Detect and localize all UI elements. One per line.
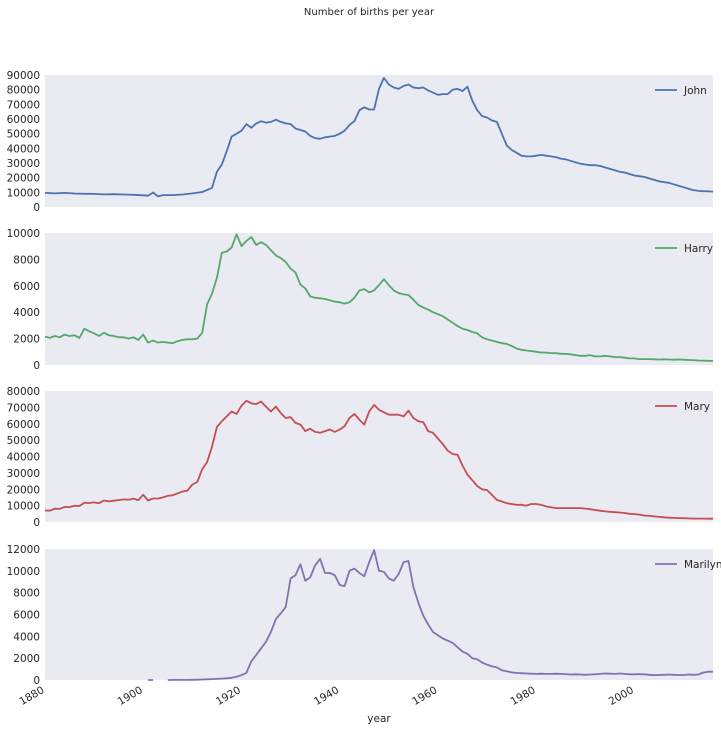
y-tick-label: 20000: [7, 173, 40, 185]
y-tick-label: 12000: [7, 544, 40, 556]
y-tick-label: 70000: [7, 99, 40, 111]
series-line-john: [44, 77, 714, 198]
y-tick-label: 80000: [7, 386, 40, 398]
legend-label: John: [683, 85, 707, 97]
x-tick-label: 1940: [312, 684, 341, 708]
panel-john: 0 10000 20000 30000 40000 50000 60000 70000 8000…: [7, 70, 714, 214]
legend-label: Harry: [684, 243, 713, 255]
y-tick-label: 60000: [7, 419, 40, 431]
x-tick-label: 1980: [509, 684, 538, 708]
x-tick-label: 2000: [607, 684, 636, 708]
panel-harry: 0 2000 4000 6000 8000 10000 Harry: [7, 228, 714, 372]
y-tick-label: 2000: [13, 653, 40, 665]
plot-background: [45, 233, 713, 365]
y-tick-label: 20000: [7, 484, 40, 496]
series-line-harry: [44, 233, 714, 362]
y-tick-label: 50000: [7, 129, 40, 141]
y-tick-label: 10000: [7, 566, 40, 578]
y-tick-label: 0: [33, 517, 40, 529]
plot-background: [45, 75, 713, 207]
x-axis-label: year: [367, 713, 391, 725]
y-tick-label: 70000: [7, 402, 40, 414]
y-tick-label: 30000: [7, 158, 40, 170]
legend-label: Mary: [684, 401, 710, 413]
legend-label: Marilyn: [684, 559, 721, 571]
y-tick-label: 4000: [13, 631, 40, 643]
series-line-mary: [44, 399, 713, 520]
y-tick-label: 10000: [7, 501, 40, 513]
panel-mary: 0 10000 20000 30000 40000 50000 60000 70000 8000…: [7, 386, 713, 529]
y-tick-label: 0: [33, 202, 40, 214]
chart-title: Number of births per year: [304, 7, 435, 18]
series-line-marilyn: [167, 549, 713, 681]
y-tick-label: 8000: [13, 254, 40, 266]
y-tick-label: 30000: [7, 468, 40, 480]
y-tick-label: 6000: [13, 610, 40, 622]
y-tick-label: 50000: [7, 435, 40, 447]
y-tick-label: 8000: [13, 588, 40, 600]
y-tick-label: 40000: [7, 452, 40, 464]
y-tick-label: 90000: [7, 70, 40, 82]
x-tick-label: 1900: [116, 684, 145, 708]
y-tick-label: 0: [33, 675, 40, 687]
y-tick-label: 10000: [7, 228, 40, 240]
y-tick-label: 6000: [13, 281, 40, 293]
y-tick-label: 10000: [7, 187, 40, 199]
panels: 0100002000030000400005000060000700008000…: [7, 70, 721, 708]
x-tick-label: 1880: [17, 684, 46, 708]
y-tick-label: 80000: [7, 85, 40, 97]
y-tick-label: 60000: [7, 114, 40, 126]
x-tick-label: 1920: [214, 684, 243, 708]
panel-marilyn: 0 2000 4000 6000 8000 10000 12000 Marilyn: [7, 544, 721, 687]
y-tick-label: 2000: [13, 334, 40, 346]
y-tick-label: 40000: [7, 143, 40, 155]
y-tick-label: 4000: [13, 307, 40, 319]
y-tick-label: 0: [33, 360, 40, 372]
plot-background: [45, 391, 713, 522]
x-tick-label: 1960: [410, 684, 439, 708]
